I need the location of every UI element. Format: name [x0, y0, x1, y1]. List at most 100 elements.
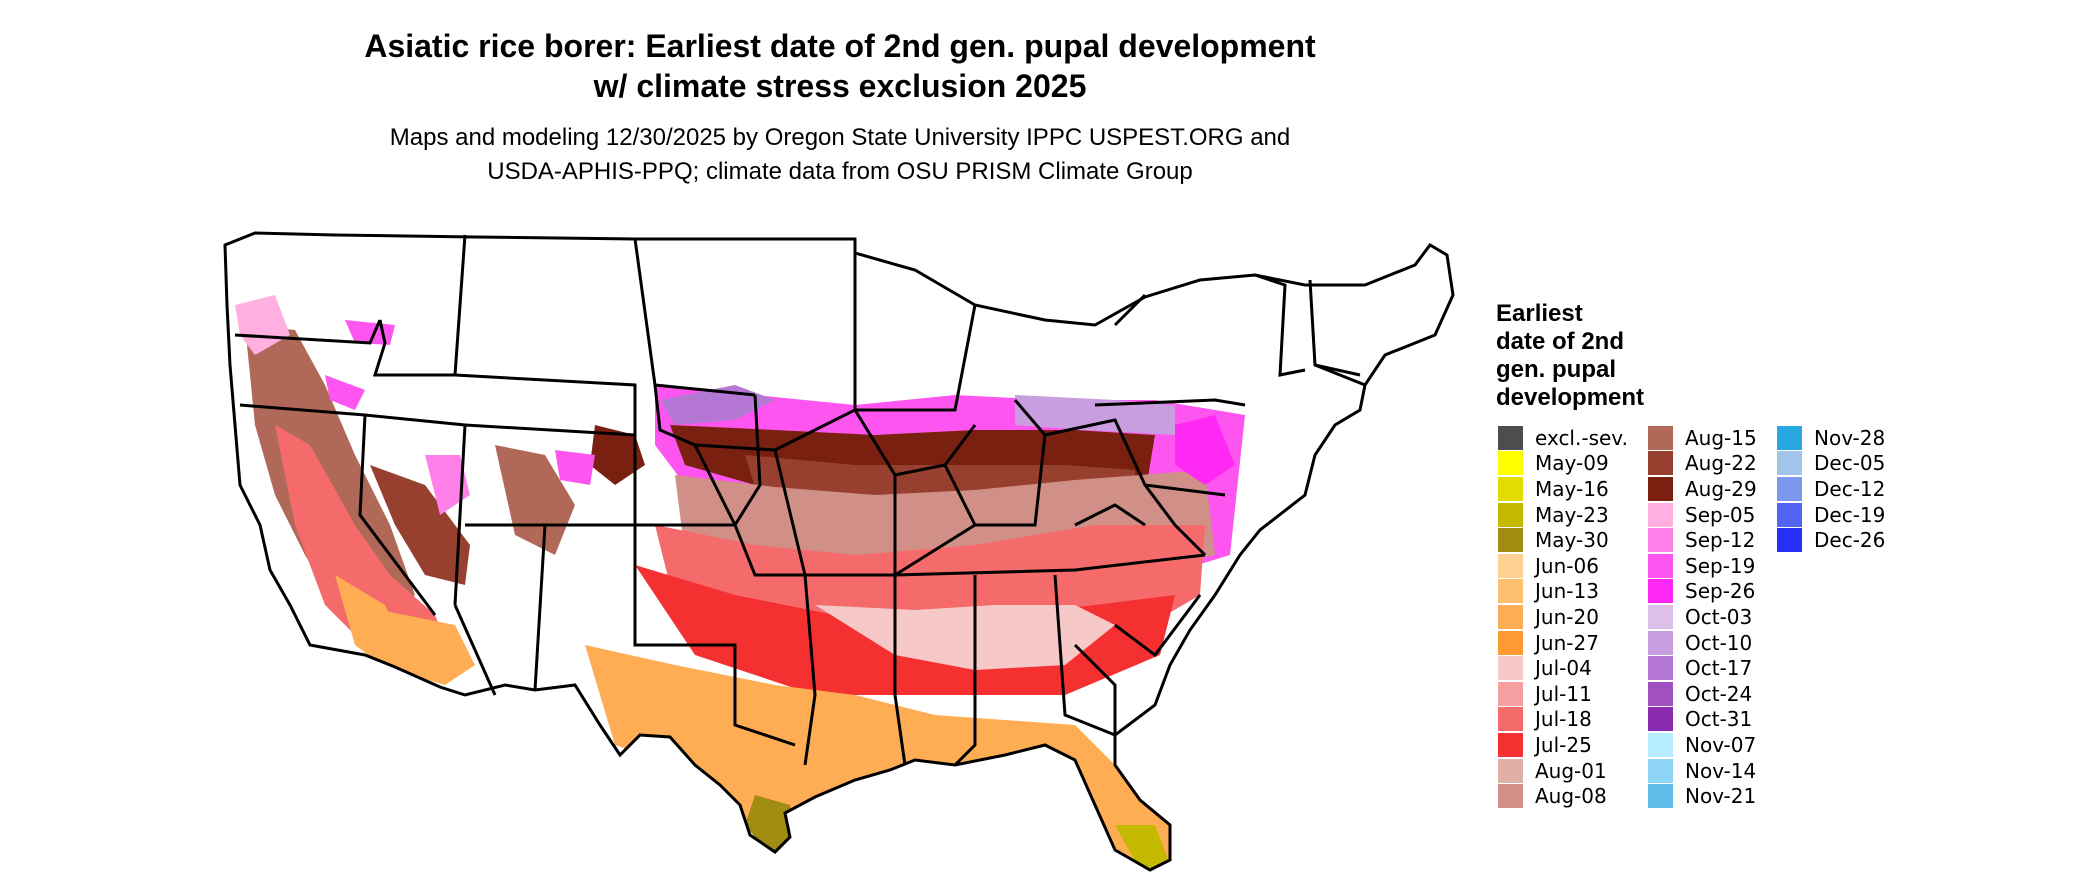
legend-item: Oct-17 [1648, 655, 1798, 681]
legend-label: Aug-22 [1685, 451, 1757, 476]
legend-title-line: gen. pupal [1496, 356, 1616, 383]
legend-item: Dec-19 [1777, 502, 1927, 528]
map-title: Asiatic rice borer: Earliest date of 2nd… [310, 26, 1370, 106]
legend-swatch [1498, 784, 1523, 809]
legend-item: Aug-15 [1648, 425, 1798, 451]
legend-label: Oct-17 [1685, 656, 1753, 681]
legend-item: Aug-01 [1498, 758, 1648, 784]
legend-label: Sep-12 [1685, 528, 1756, 553]
legend-swatch [1498, 604, 1523, 629]
title-line-1: Asiatic rice borer: Earliest date of 2nd… [364, 28, 1316, 64]
legend-swatch [1648, 656, 1673, 681]
legend-label: Dec-12 [1814, 476, 1886, 501]
legend-item: Oct-10 [1648, 630, 1798, 656]
legend-label: May-16 [1535, 476, 1609, 501]
legend-label: Jul-04 [1535, 656, 1592, 681]
legend-swatch [1498, 553, 1523, 578]
legend-item: Sep-26 [1648, 579, 1798, 605]
legend-label: Jun-06 [1535, 553, 1599, 578]
legend-item: Jun-13 [1498, 579, 1648, 605]
legend-item: Oct-24 [1648, 681, 1798, 707]
legend-label: Aug-15 [1685, 425, 1757, 450]
legend-swatch [1498, 579, 1523, 604]
legend-swatch [1648, 758, 1673, 783]
legend-item: Nov-21 [1648, 783, 1798, 809]
legend-label: Aug-01 [1535, 758, 1607, 783]
legend-label: Jul-25 [1535, 732, 1592, 757]
legend-label: Sep-26 [1685, 579, 1756, 604]
legend-label: Jul-18 [1535, 707, 1592, 732]
legend-item: Oct-31 [1648, 707, 1798, 733]
legend-title: Earliest date of 2nd gen. pupal developm… [1496, 300, 1644, 412]
legend-swatch [1648, 784, 1673, 809]
legend-item: May-30 [1498, 527, 1648, 553]
legend-label: Jun-13 [1535, 579, 1599, 604]
legend-label: Sep-19 [1685, 553, 1756, 578]
legend-item: Nov-07 [1648, 732, 1798, 758]
legend-item: Aug-29 [1648, 476, 1798, 502]
legend-swatch [1498, 732, 1523, 757]
legend-swatch [1498, 630, 1523, 655]
legend-swatch [1648, 732, 1673, 757]
legend-swatch [1648, 579, 1673, 604]
legend-swatch [1648, 451, 1673, 476]
legend-swatch [1498, 758, 1523, 783]
legend-column: Nov-28 Dec-05 Dec-12 Dec-19 Dec-26 [1777, 425, 1927, 553]
legend-swatch [1648, 528, 1673, 553]
legend-item: Sep-19 [1648, 553, 1798, 579]
legend-label: Oct-03 [1685, 604, 1753, 629]
legend-label: Aug-08 [1535, 784, 1607, 809]
legend-swatch [1498, 681, 1523, 706]
legend-label: May-23 [1535, 502, 1609, 527]
legend-swatch [1648, 707, 1673, 732]
legend-swatch [1648, 681, 1673, 706]
legend-item: May-23 [1498, 502, 1648, 528]
legend-label: Aug-29 [1685, 476, 1757, 501]
legend-item: Jun-27 [1498, 630, 1648, 656]
legend-item: May-16 [1498, 476, 1648, 502]
legend-swatch [1498, 528, 1523, 553]
map-subtitle: Maps and modeling 12/30/2025 by Oregon S… [310, 121, 1370, 189]
title-line-2: w/ climate stress exclusion 2025 [593, 68, 1087, 104]
legend-label: Oct-24 [1685, 681, 1753, 706]
legend-item: May-09 [1498, 451, 1648, 477]
legend-item: Dec-12 [1777, 476, 1927, 502]
legend-title-line: date of 2nd [1496, 328, 1625, 355]
legend-item: Sep-05 [1648, 502, 1798, 528]
legend-swatch [1498, 502, 1523, 527]
legend-item: Jul-11 [1498, 681, 1648, 707]
legend-swatch [1777, 528, 1802, 553]
legend-swatch [1777, 476, 1802, 501]
legend-item: Aug-08 [1498, 783, 1648, 809]
legend-swatch [1498, 451, 1523, 476]
legend-swatch [1648, 604, 1673, 629]
subtitle-line-1: Maps and modeling 12/30/2025 by Oregon S… [389, 124, 1291, 151]
legend-label: Jun-27 [1535, 630, 1599, 655]
legend-swatch [1777, 451, 1802, 476]
legend-label: Dec-05 [1814, 451, 1886, 476]
legend-item: Jun-20 [1498, 604, 1648, 630]
legend-label: Nov-07 [1685, 732, 1757, 757]
legend-swatch [1648, 553, 1673, 578]
legend-item: Nov-14 [1648, 758, 1798, 784]
legend-title-line: development [1496, 384, 1645, 411]
legend-label: Sep-05 [1685, 502, 1756, 527]
legend-label: Jun-20 [1535, 604, 1599, 629]
legend-swatch [1648, 630, 1673, 655]
legend-label: Oct-10 [1685, 630, 1753, 655]
legend-column: excl.-sev. May-09 May-16 May-23 May-30 Jun-06… [1498, 425, 1648, 809]
legend-label: Nov-14 [1685, 758, 1757, 783]
legend-title-line: Earliest [1496, 300, 1583, 327]
legend-item: Jul-04 [1498, 655, 1648, 681]
legend-label: Nov-28 [1814, 425, 1886, 450]
legend-swatch [1498, 476, 1523, 501]
legend-item: Jul-18 [1498, 707, 1648, 733]
us-map [223, 231, 1455, 872]
legend-swatch [1648, 502, 1673, 527]
legend-swatch [1777, 425, 1802, 450]
legend-swatch [1648, 476, 1673, 501]
legend-label: Dec-26 [1814, 528, 1886, 553]
legend-label: excl.-sev. [1535, 425, 1628, 450]
legend-label: Nov-21 [1685, 784, 1757, 809]
legend-item: Jun-06 [1498, 553, 1648, 579]
